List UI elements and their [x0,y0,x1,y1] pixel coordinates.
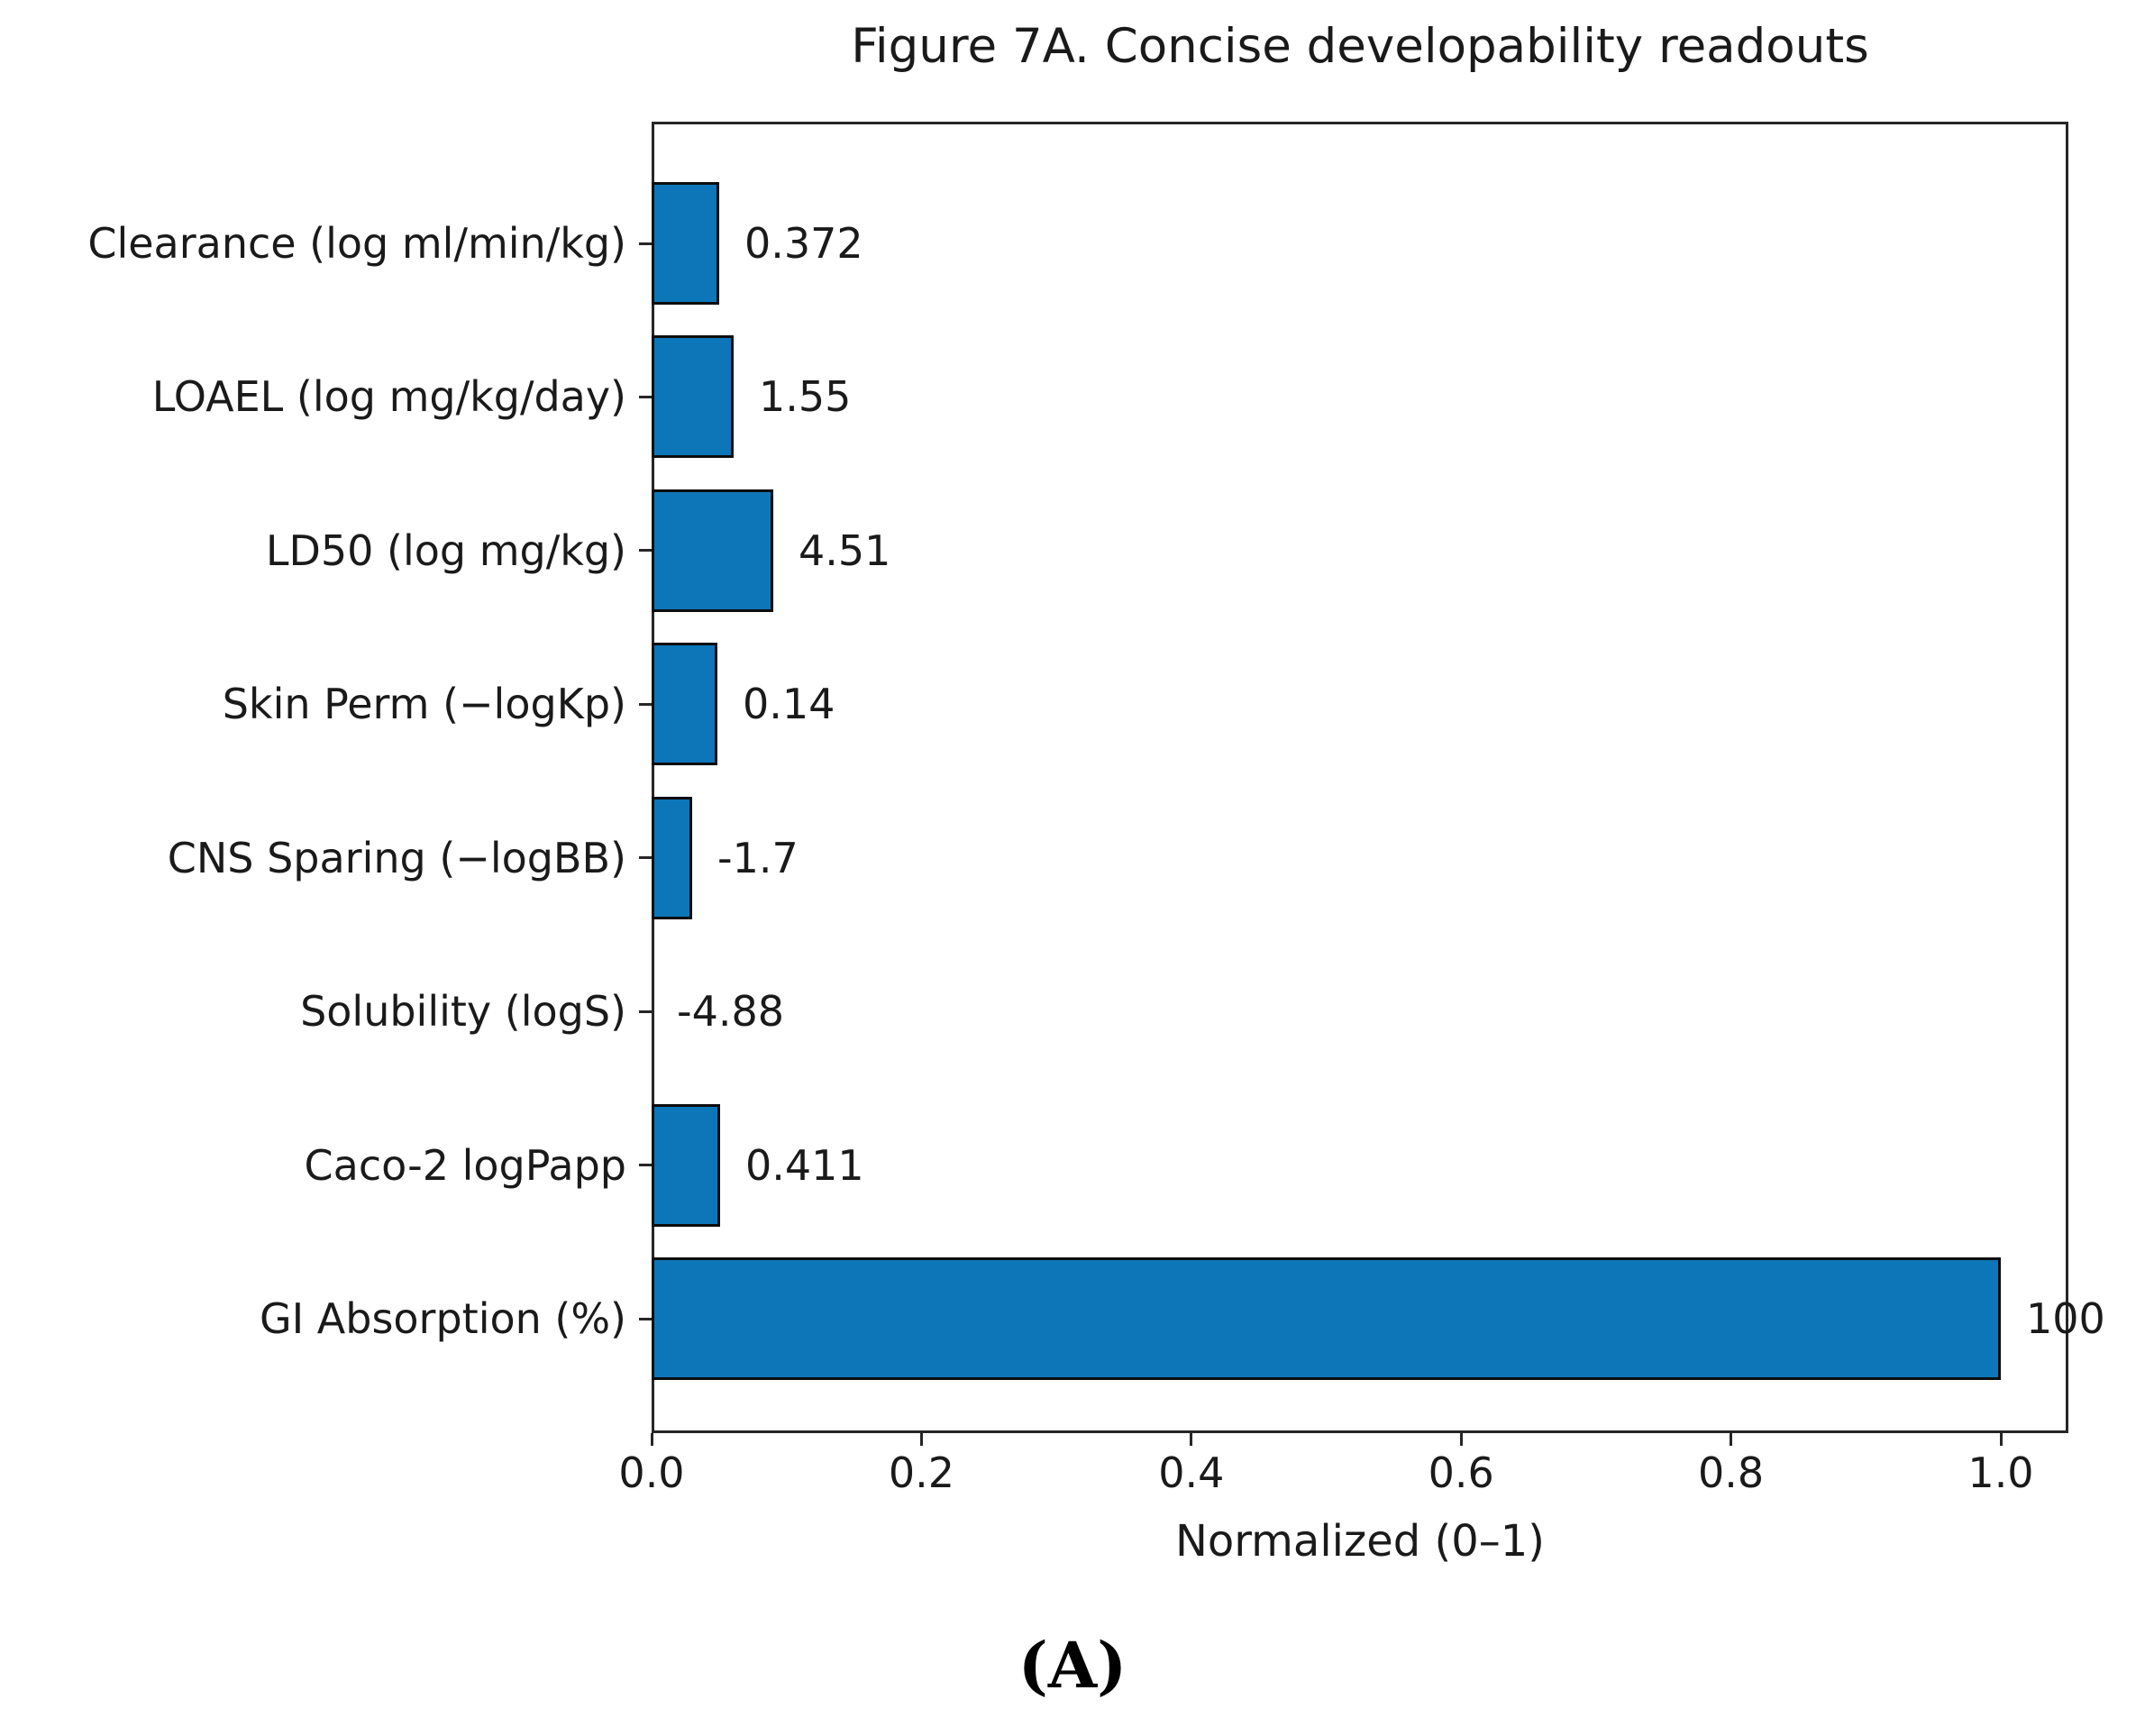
x-tick [1459,1433,1463,1446]
x-tick [1999,1433,2003,1446]
y-tick [639,702,652,706]
x-tick [1730,1433,1733,1446]
x-tick-label: 0.8 [1698,1448,1765,1497]
chart-title: Figure 7A. Concise developability readou… [851,19,1869,74]
category-label: Caco-2 logPapp [304,1140,626,1190]
category-label: LD50 (log mg/kg) [265,525,626,575]
x-tick [1190,1433,1193,1446]
panel-label: (A) [1018,1628,1127,1703]
y-tick [639,1010,652,1013]
category-label: Skin Perm (−logKp) [222,680,626,729]
bar [652,489,773,612]
y-tick [639,242,652,245]
bar [652,1103,720,1227]
plot-area [652,122,2068,1433]
x-tick-label: 0.2 [888,1448,954,1497]
y-tick [639,856,652,860]
bar [652,335,734,459]
y-tick [639,549,652,553]
value-label: 0.14 [743,680,835,729]
category-label: CNS Sparing (−logBB) [167,833,626,882]
value-label: 0.372 [744,219,863,268]
value-label: 4.51 [799,525,891,575]
y-tick [639,395,652,398]
x-axis-label: Normalized (0–1) [1175,1516,1545,1567]
x-tick-label: 0.4 [1158,1448,1225,1497]
bar [652,1257,2001,1380]
value-label: 0.411 [745,1140,864,1190]
value-label: -1.7 [717,833,799,882]
x-tick [919,1433,923,1446]
x-tick [650,1433,653,1446]
y-tick [639,1317,652,1320]
category-label: GI Absorption (%) [259,1294,626,1343]
value-label: 1.55 [759,372,852,422]
category-label: Clearance (log ml/min/kg) [87,219,626,268]
bar [652,182,719,305]
category-label: LOAEL (log mg/kg/day) [151,372,626,422]
bar [652,643,717,766]
value-label: 100 [2026,1294,2105,1343]
value-label: -4.88 [677,987,785,1037]
x-tick-label: 0.6 [1428,1448,1494,1497]
x-tick-label: 1.0 [1967,1448,2034,1497]
category-label: Solubility (logS) [300,987,626,1037]
y-tick [639,1164,652,1167]
x-tick-label: 0.0 [618,1448,685,1497]
bar [652,796,692,919]
